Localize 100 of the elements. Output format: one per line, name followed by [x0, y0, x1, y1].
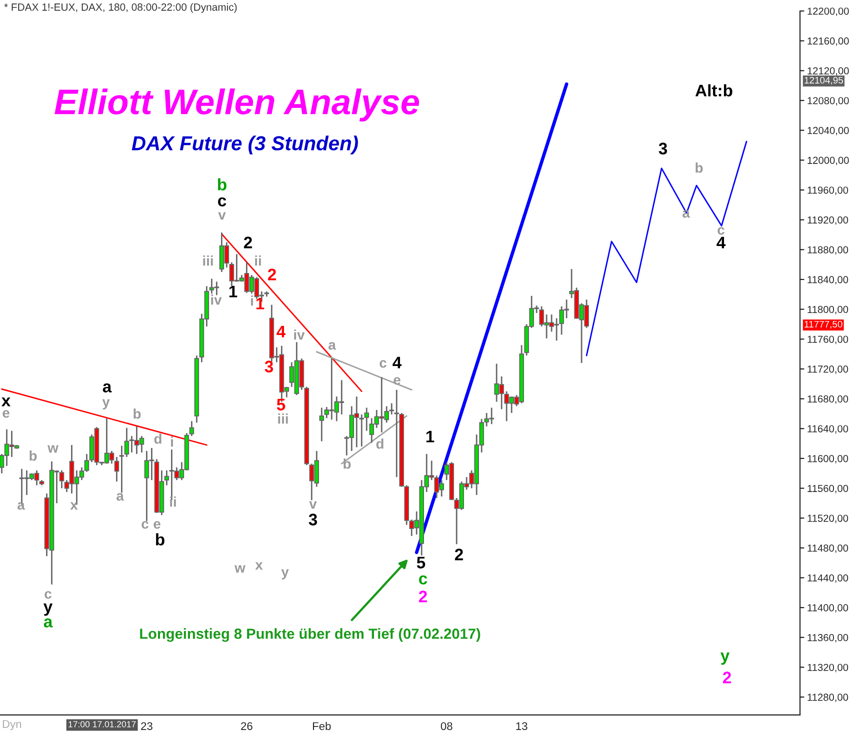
- text: Elliott Wellen Analyse: [54, 88, 420, 122]
- annotation: w: [48, 445, 58, 453]
- annotation: c: [44, 591, 52, 599]
- annotation: y: [720, 652, 730, 665]
- annotation: Alt:b: [695, 84, 732, 96]
- y-tick-label: 11560,00: [808, 484, 848, 494]
- annotation: e: [2, 410, 10, 418]
- y-tick-label: 12160,00: [808, 37, 849, 46]
- y-tick-label: 11400,00: [808, 604, 848, 613]
- x-tick-label: Feb: [312, 722, 331, 730]
- y-tick-label: 11360,00: [808, 634, 848, 642]
- annotation: y: [281, 569, 289, 580]
- text: Dyn: [2, 720, 22, 730]
- annotation: x: [255, 562, 263, 570]
- candlestick: [164, 470, 170, 486]
- y-tick-label: 11880,00: [808, 246, 848, 255]
- annotation: 4: [276, 326, 286, 338]
- y-tick-label: 11760,00: [808, 336, 848, 344]
- annotation: d: [376, 438, 384, 449]
- annotation: d: [154, 434, 162, 444]
- y-tick-label: 11280,00: [808, 694, 848, 702]
- annotation: v: [309, 501, 317, 509]
- y-tick-label: 12040,00: [808, 126, 849, 136]
- annotation: b: [344, 458, 351, 469]
- y-tick-label: 12080,00: [808, 97, 849, 106]
- annotation: 5: [276, 398, 286, 410]
- y-tick-label: 12120,00: [808, 67, 849, 76]
- annotation: 2: [722, 672, 731, 684]
- annotation: b: [696, 162, 703, 173]
- y-tick-label: 11680,00: [808, 395, 848, 404]
- x-tick-label: 23: [141, 722, 152, 730]
- y-tick-label: 11640,00: [808, 425, 848, 434]
- annotation: w: [234, 565, 246, 573]
- annotation: a: [44, 618, 53, 628]
- y-tick-label: 11440,00: [808, 574, 848, 583]
- x-tick-label: 26: [241, 722, 252, 730]
- annotation: 2: [268, 268, 276, 280]
- annotation: c: [218, 197, 226, 206]
- text: DAX Future (3 Stunden): [132, 136, 358, 154]
- annotation: c: [380, 360, 386, 368]
- annotation: 3: [658, 142, 668, 154]
- y-tick-label: 11800,00: [808, 306, 848, 314]
- annotation: c: [419, 575, 428, 584]
- annotation: a: [682, 210, 690, 218]
- annotation: x: [70, 502, 78, 510]
- annotation: i: [251, 296, 253, 306]
- annotation: 1: [426, 430, 434, 442]
- annotation: 3: [264, 360, 274, 372]
- annotation: * FDAX 1!-EUX, DAX, 180, 08:00-22:00 (Dynamic): [4, 3, 237, 13]
- text: 12104,95: [804, 76, 843, 85]
- line-series: [586, 140, 748, 356]
- annotation: y: [102, 399, 110, 410]
- candlestick: [119, 445, 124, 494]
- annotation: iii: [278, 414, 288, 424]
- annotation: a: [18, 502, 25, 510]
- candlestick: [189, 420, 194, 437]
- y-tick-label: 12000,00: [808, 156, 849, 166]
- y-tick-label: 11960,00: [808, 186, 848, 195]
- annotation: ii: [170, 496, 176, 507]
- annotation: 3: [308, 514, 318, 526]
- candlestick: [114, 456, 120, 482]
- annotation: 4: [716, 236, 726, 248]
- annotation: i: [171, 436, 173, 447]
- annotation: b: [134, 408, 141, 419]
- y-tick-label: 11480,00: [808, 544, 848, 553]
- candlestick: [319, 407, 324, 442]
- annotation: e: [154, 521, 160, 529]
- annotation: a: [102, 383, 112, 392]
- annotation: b: [218, 178, 226, 190]
- y-tick-label: 11520,00: [808, 514, 848, 524]
- annotation: a: [116, 493, 124, 501]
- annotation: y: [43, 604, 53, 616]
- x-tick-label: 13: [516, 722, 528, 730]
- y-tick-label: 11600,00: [808, 455, 848, 464]
- annotation: 4: [392, 356, 402, 368]
- x-tick-label: 08: [440, 722, 452, 730]
- text: 11777,50: [804, 320, 842, 329]
- y-tick-label: 12200,00: [808, 8, 849, 16]
- annotation: 1: [229, 286, 238, 298]
- annotation: c: [718, 227, 724, 235]
- annotation: b: [30, 450, 37, 461]
- annotation: 5: [416, 556, 426, 568]
- annotation: b: [156, 533, 164, 546]
- annotation: iv: [294, 330, 305, 340]
- annotation: 1: [256, 298, 264, 310]
- annotation: ii: [255, 256, 261, 266]
- annotation: 2: [418, 590, 427, 602]
- candlestick: [124, 427, 130, 458]
- y-tick-label: 11320,00: [808, 664, 848, 672]
- annotation: e: [394, 377, 400, 385]
- y-tick-label: 11720,00: [808, 366, 848, 374]
- annotation: c: [142, 521, 148, 529]
- y-tick-label: 11920,00: [808, 216, 848, 225]
- y-tick-label: 11840,00: [808, 276, 848, 284]
- annotation: a: [328, 342, 336, 350]
- annotation: iv: [211, 294, 222, 305]
- annotation: v: [218, 212, 226, 220]
- text: 17:00 17.01.2017: [68, 721, 136, 728]
- annotation: Longeinstieg 8 Punkte über dem Tief (07.02.2017): [140, 628, 480, 642]
- annotation: 2: [244, 236, 252, 248]
